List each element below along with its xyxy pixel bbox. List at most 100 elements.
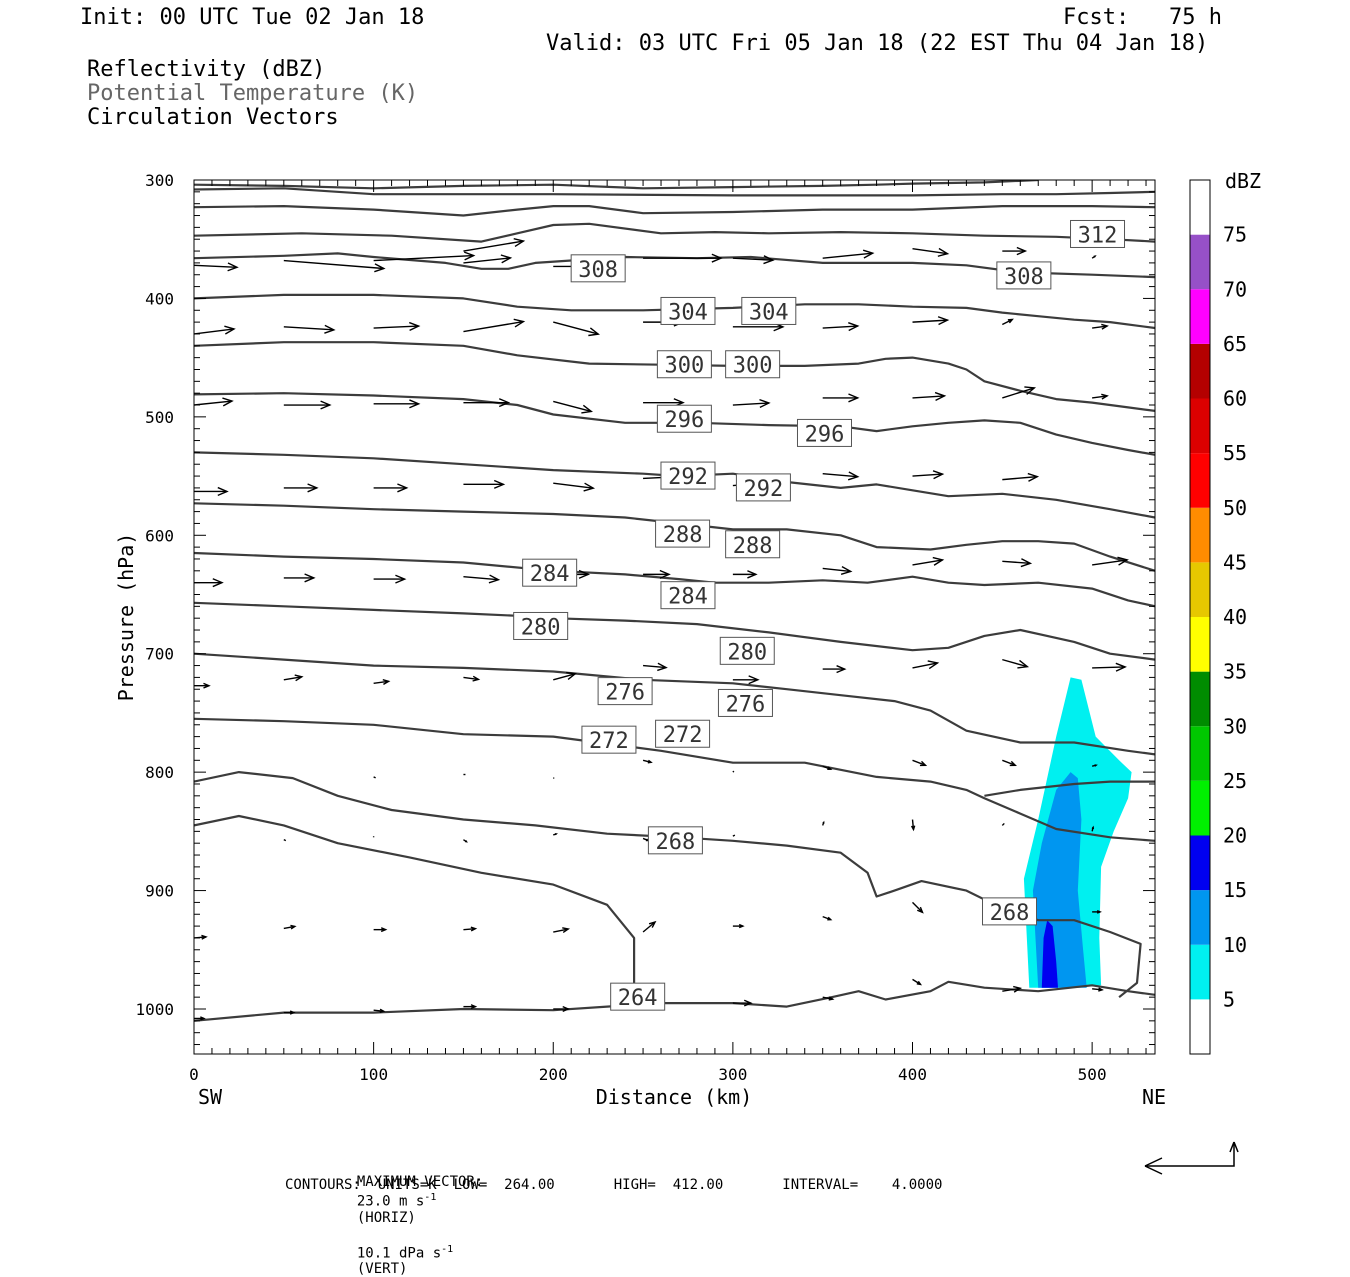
colorbar-level: 55 [1223,441,1247,465]
contour-label-text: 276 [726,692,766,717]
vector-head [827,766,833,771]
cross-section-chart: 264 268 268 272 272 276 276 280 280 284 284 288 288 2… [114,169,1261,1175]
vector-arrow [822,322,860,332]
max-vector-vert: 10.1 dPa s [356,1245,442,1262]
contour-label-text: 272 [663,723,703,748]
vector-arrow [283,573,316,583]
vector-shaft [912,901,923,913]
vector-arrow [732,255,775,265]
vector-arrow [822,765,833,771]
vector-arrow [1001,822,1005,826]
vector-arrow [1002,985,1023,993]
contour-label-box [1070,219,1126,248]
vector-arrow [463,675,481,682]
vector-shaft [283,925,295,930]
vector-head [916,906,924,914]
vector-arrow [912,759,928,767]
max-vector-label: MAXIMUM VECTOR: [356,1174,484,1190]
contour-label: 292 [735,473,791,502]
vector-head [1007,318,1014,324]
vector-arrow [194,1016,206,1021]
contour-label-box [597,677,653,706]
colorbar-level: 70 [1223,277,1247,301]
vector-head [578,569,591,579]
isentrope-line [194,187,1155,197]
vert-tag: (VERT) [356,1261,408,1277]
vector-head [212,578,224,588]
y-tick-label: 400 [145,289,174,308]
contour-label-box [513,611,569,640]
vector-arrow [732,398,771,409]
vector-arrow [194,397,234,407]
vector-shaft [463,576,499,581]
vector-arrow [373,1008,386,1014]
vector-arrow [732,570,758,579]
contour-label-box [741,296,797,325]
vector-arrow [1002,472,1040,482]
vector-head [828,996,835,1001]
colorbar-segment [1190,780,1210,836]
vector-arrow [1002,759,1017,767]
vector-arrow [194,682,211,689]
contour-label-box [660,461,716,490]
vector-head [647,759,653,764]
contour-label: 288 [725,530,781,559]
vector-head [395,574,407,584]
contour-label: 272 [581,725,637,754]
vector-shaft [912,319,948,323]
contour-label-box [725,350,781,379]
colorbar-level: 10 [1223,933,1247,957]
vector-shaft [373,776,376,779]
contour-label: 284 [522,558,578,587]
reflectivity-15-dbz [1041,920,1058,988]
vector-arrow [822,249,875,259]
vector-head [836,665,847,674]
colorbar-segment [1190,890,1210,945]
contour-label: 308 [570,254,626,283]
contour-label-box [656,404,712,433]
vector-shaft [822,325,858,329]
vector-arrow [912,470,945,480]
contour-label-box [660,581,716,610]
colorbar-title: dBZ [1225,169,1261,193]
vector-head [847,471,860,481]
vector-arrow [1002,658,1030,669]
forecast-hour: Fcst: 75 h [1063,5,1222,30]
colorbar-level: 40 [1223,605,1247,629]
vector-shaft [463,240,524,252]
vector-shaft [553,673,576,681]
vector-head [200,1016,206,1021]
vector-head [937,316,950,326]
contour-label: 304 [660,296,716,325]
vector-head [748,675,760,685]
vector-arrow [912,660,940,670]
isentrope-312 [194,222,1155,243]
vector-shaft [1092,559,1128,566]
vector-shaft [822,473,858,478]
y-tick-label: 1000 [135,1000,174,1019]
vector-arrow [194,934,208,940]
vector-shaft [732,402,769,406]
contour-label: 296 [796,418,852,447]
vector-arrow [1002,318,1014,326]
isentrope-276 [194,652,1155,756]
vector-head [840,565,853,576]
x-tick-label: 200 [539,1065,568,1084]
vector-shaft [463,927,476,931]
vector-head [848,393,860,403]
vector-arrow [463,1004,478,1010]
colorbar-segment [1190,398,1210,454]
vector-head [743,999,753,1007]
vector-head [1020,558,1033,568]
vector-shaft [822,252,873,259]
vector-head [470,926,478,932]
vector-head [227,262,239,272]
vector-head [324,324,336,334]
field-circulation-vectors: Circulation Vectors [87,105,339,130]
vector-shaft [553,400,592,413]
contour-label-box [655,719,711,748]
contour-label: 280 [513,611,569,640]
contour-label: 268 [647,826,703,855]
vector-head [397,483,409,493]
contour-label-text: 304 [749,300,789,325]
